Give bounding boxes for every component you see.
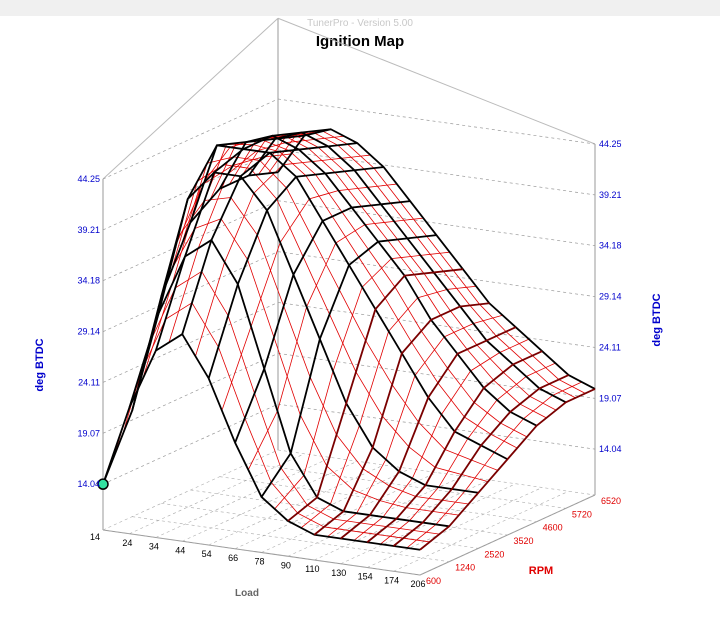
selected-cell-marker[interactable] — [97, 478, 109, 490]
y-tick: 1240 — [455, 563, 475, 573]
chart-title: Ignition Map — [315, 33, 405, 50]
floor-gridline — [161, 503, 479, 549]
x-tick: 110 — [305, 564, 319, 574]
mesh-major-line — [207, 166, 384, 379]
y-axis-title: RPM — [529, 565, 553, 577]
floor-gridline — [393, 490, 569, 572]
x-tick: 90 — [281, 560, 291, 570]
mesh-minor-line — [327, 314, 503, 537]
z-gridline-back — [277, 302, 596, 348]
z-tick-right: 19.07 — [599, 393, 622, 403]
z-tick-left: 29.14 — [77, 327, 100, 337]
z-axis-title-left: deg BTDC — [34, 338, 46, 391]
floor-gridline — [190, 489, 508, 536]
z-tick-right: 44.25 — [599, 139, 622, 149]
mesh-minor-line — [287, 268, 463, 522]
mesh-minor-line — [277, 128, 596, 390]
floor-gridline — [102, 529, 421, 576]
mesh-major-line — [128, 134, 305, 408]
mesh-minor-line — [393, 374, 569, 547]
mesh-major-line — [181, 142, 358, 335]
y-tick: 2520 — [484, 549, 504, 559]
mesh-major-line — [260, 234, 437, 498]
floor-gridline — [248, 463, 566, 509]
y-tick: 6520 — [601, 496, 621, 506]
x-tick: 66 — [228, 553, 238, 563]
z-gridline-left — [102, 98, 279, 180]
y-tick: 3520 — [514, 536, 534, 546]
z-gridline-back — [277, 149, 596, 196]
x-tick: 78 — [254, 557, 264, 567]
z-tick-left: 19.07 — [77, 428, 100, 438]
z-gridline-left — [102, 353, 279, 434]
axis-labels: 14.04 14.04 19.07 19.07 24.11 24.11 29.14 29.14… — [77, 139, 621, 589]
floor-gridline — [277, 449, 596, 496]
app-title: TunerPro - Version 5.00 — [307, 18, 413, 29]
x-tick: 24 — [122, 538, 132, 548]
x-axis-title: Load — [235, 588, 259, 599]
x-tick-origin: 14 — [90, 532, 100, 542]
z-gridline-back — [277, 403, 596, 450]
z-gridline-left — [102, 251, 279, 332]
y-tick: 600 — [426, 576, 441, 586]
back-wall-top — [277, 17, 596, 145]
mesh-minor-line — [115, 153, 292, 446]
x-tick: 206 — [410, 579, 425, 589]
z-tick-left: 24.11 — [78, 377, 100, 387]
floor-gridline — [219, 476, 537, 522]
mesh-major-line — [102, 171, 279, 485]
axis-walls — [102, 17, 596, 576]
mesh-minor-line — [190, 144, 508, 460]
mesh-major-line — [277, 128, 596, 390]
z-tick-left: 39.21 — [77, 225, 100, 235]
x-tick: 54 — [202, 549, 212, 559]
x-tick: 44 — [175, 545, 185, 555]
floor-gridline — [132, 516, 450, 562]
z-tick-left: 44.25 — [77, 174, 100, 184]
y-tick: 5720 — [572, 509, 592, 519]
z-tick-right: 24.11 — [599, 342, 621, 352]
z-gridline-back — [277, 200, 596, 247]
x-tick: 34 — [149, 542, 159, 552]
z-gridline-left — [102, 149, 279, 231]
mesh-major-line — [189, 144, 508, 461]
z-gridline-left — [102, 302, 279, 383]
z-tick-right: 29.14 — [599, 292, 622, 302]
z-tick-left: 34.18 — [77, 276, 100, 286]
z-tick-right: 39.21 — [599, 190, 622, 200]
x-tick: 130 — [331, 568, 346, 578]
mesh-major-line — [234, 200, 411, 444]
mesh-major-line — [102, 333, 421, 551]
surface-mesh — [97, 128, 596, 551]
z-axis-title-right: deg BTDC — [651, 293, 663, 346]
floor-gridline — [208, 464, 384, 546]
floor-gridline — [155, 457, 331, 538]
mesh-minor-line — [102, 333, 421, 551]
mesh-major-line — [313, 302, 490, 536]
z-gridline-back — [277, 352, 596, 399]
z-tick-left: 14.04 — [77, 479, 100, 489]
mesh-minor-line — [353, 338, 530, 541]
z-tick-right: 14.04 — [599, 444, 622, 454]
mesh-minor-line — [208, 166, 384, 379]
x-tick: 154 — [358, 572, 373, 582]
title-bar — [0, 0, 720, 16]
mesh-major-line — [154, 128, 331, 351]
x-tick: 174 — [384, 575, 399, 585]
z-gridline-back — [277, 98, 596, 145]
y-tick: 4600 — [543, 523, 563, 533]
mesh-major-line — [287, 268, 464, 522]
z-gridline-back — [277, 251, 596, 297]
z-gridline-left — [102, 403, 279, 485]
mesh-major-line — [366, 350, 543, 543]
mesh-major-line — [340, 326, 517, 540]
mesh-major-line — [419, 388, 596, 551]
mesh-major-line — [393, 374, 569, 547]
left-wall-top — [102, 17, 279, 180]
z-tick-right: 34.18 — [599, 241, 622, 251]
